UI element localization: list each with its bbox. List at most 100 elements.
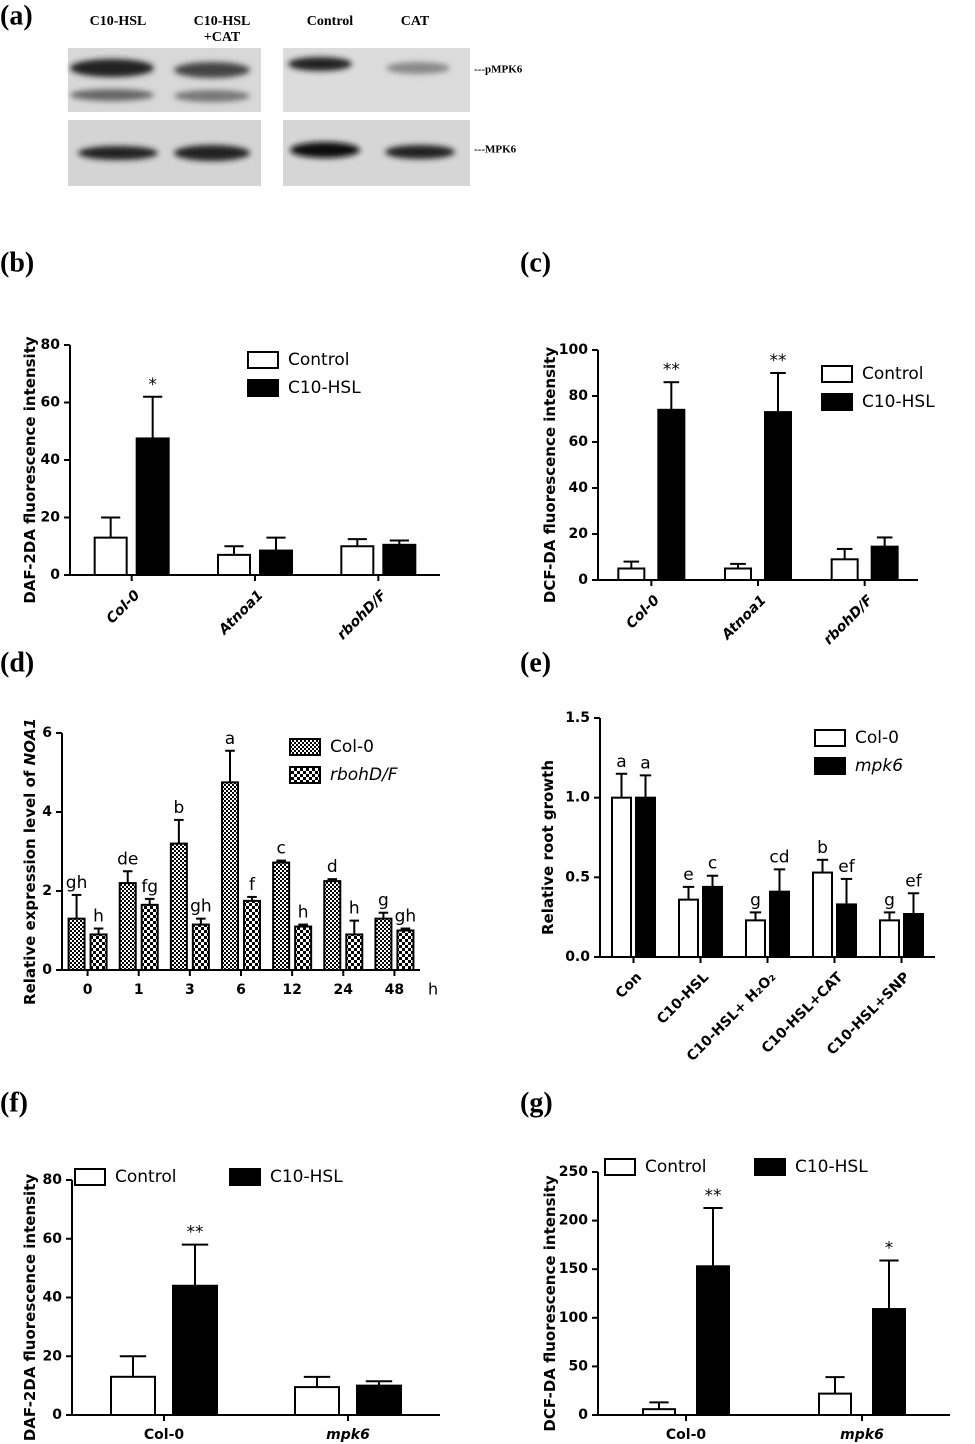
y-tick-label: 20 xyxy=(41,510,61,526)
x-tick-label: 0 xyxy=(83,982,93,998)
bar xyxy=(678,898,699,959)
bar xyxy=(870,545,899,582)
x-tick-label: mpk6 xyxy=(840,1427,884,1443)
legend-label: Control xyxy=(862,364,923,384)
bar xyxy=(243,899,261,971)
panel-label: (c) xyxy=(520,247,551,278)
significance-label: a xyxy=(640,753,650,773)
y-axis-label-part: DCF-DA fluorescence intensity xyxy=(541,1175,559,1431)
significance-label: gh xyxy=(66,873,88,893)
bar xyxy=(745,919,766,958)
y-axis-label: DAF-2DA fluorescence intensity xyxy=(21,336,39,604)
x-tick-label: 24 xyxy=(334,982,354,998)
bar xyxy=(140,903,159,972)
x-tick-label: 3 xyxy=(185,982,195,998)
bar xyxy=(396,929,415,971)
bar xyxy=(830,558,859,581)
chart: (e) Relative root growth 0.0 0.5 1.0 1.5 Con a a… xyxy=(520,647,935,1065)
significance-label: a xyxy=(616,752,626,772)
legend-label: Control xyxy=(645,1157,706,1177)
bar xyxy=(221,781,239,971)
panel-label: (f) xyxy=(0,1087,28,1118)
y-axis-label: DCF-DA fluorescence intensity xyxy=(541,1175,559,1431)
legend-swatch xyxy=(289,738,321,756)
bar xyxy=(272,861,291,971)
bar xyxy=(702,885,723,958)
x-tick-label: 48 xyxy=(385,982,404,998)
y-tick-label: 150 xyxy=(559,1261,588,1277)
lane-label: C10-HSL xyxy=(194,14,251,29)
bar xyxy=(191,923,210,972)
bar xyxy=(294,925,313,971)
y-tick-label: 20 xyxy=(43,1348,63,1364)
y-tick-label: 1.5 xyxy=(565,710,590,726)
x-tick-label: 1 xyxy=(134,982,144,998)
legend-label: Col-0 xyxy=(855,728,899,748)
chart: (f) DAF-2DA fluorescence intensity 0 20 40 60… xyxy=(0,1087,440,1443)
y-tick-label: 80 xyxy=(569,388,589,404)
chart: (d) Relative expression level of NOA1 0 24 6… xyxy=(0,647,438,1005)
bar xyxy=(169,842,188,971)
bar xyxy=(764,411,792,581)
x-tick-label: Col-0 xyxy=(104,587,144,627)
panel-label: (d) xyxy=(0,647,34,678)
legend-swatch xyxy=(821,365,853,383)
band-label: ---MPK6 xyxy=(474,144,517,156)
lane-label: +CAT xyxy=(204,30,241,45)
x-tick-label: rbohD/F xyxy=(821,592,877,648)
legend-label: C10-HSL xyxy=(270,1167,343,1187)
bar xyxy=(872,1308,906,1416)
legend-swatch xyxy=(229,1168,261,1186)
x-unit-label: h xyxy=(428,980,438,999)
significance-label: g xyxy=(750,890,761,910)
y-axis-label: DAF-2DA fluorescence intensity xyxy=(21,1174,39,1442)
x-tick-label: C10-HSL xyxy=(654,969,712,1027)
significance-label: cd xyxy=(769,847,789,867)
bar xyxy=(724,567,752,581)
y-tick-label: 80 xyxy=(43,1172,63,1188)
bar xyxy=(89,933,108,972)
y-axis-label: Relative root growth xyxy=(539,760,557,935)
significance-label: ** xyxy=(187,1223,204,1243)
band-label: ---pMPK6 xyxy=(474,64,523,76)
chart: (b) DAF-2DA fluorescence intensity 0 20 40 60… xyxy=(0,247,440,643)
significance-label: * xyxy=(885,1238,894,1258)
y-tick-label: 60 xyxy=(43,1231,63,1247)
bar xyxy=(118,882,137,971)
x-tick-label: 6 xyxy=(236,982,246,998)
significance-label: de xyxy=(117,849,138,869)
legend-swatch xyxy=(74,1168,106,1186)
bar xyxy=(340,545,375,576)
y-tick-label: 60 xyxy=(41,395,61,411)
panel-label: (a) xyxy=(0,0,33,31)
bar xyxy=(879,919,900,958)
legend-label: mpk6 xyxy=(855,756,903,776)
bar xyxy=(657,408,686,581)
significance-label: fg xyxy=(141,877,158,897)
y-tick-label: 40 xyxy=(569,480,589,496)
significance-label: gh xyxy=(190,897,212,917)
bar xyxy=(259,549,293,576)
y-tick-label: 20 xyxy=(569,526,589,542)
y-axis-label-part: Relative expression level of xyxy=(21,765,39,1005)
y-tick-label: 0 xyxy=(42,962,52,978)
significance-label: g xyxy=(378,891,389,911)
legend-swatch xyxy=(247,351,279,369)
y-axis-label-part: NOA1 xyxy=(21,718,39,765)
x-tick-label: Atnoa1 xyxy=(718,592,769,643)
y-axis-label-part: Relative root growth xyxy=(539,760,557,935)
x-tick-label: 12 xyxy=(282,982,301,998)
y-axis-label: DCF-DA fluorescence intensity xyxy=(541,347,559,603)
y-tick-label: 40 xyxy=(43,1290,63,1306)
y-axis-label-part: DCF-DA fluorescence intensity xyxy=(541,347,559,603)
bar xyxy=(382,543,417,576)
bar xyxy=(769,890,790,959)
bar xyxy=(635,796,656,959)
bar xyxy=(611,796,632,959)
bar xyxy=(903,912,924,958)
lane-label: Control xyxy=(307,14,354,29)
bar xyxy=(345,933,364,972)
panel-label: (b) xyxy=(0,247,34,278)
panel-label: (e) xyxy=(520,647,551,678)
